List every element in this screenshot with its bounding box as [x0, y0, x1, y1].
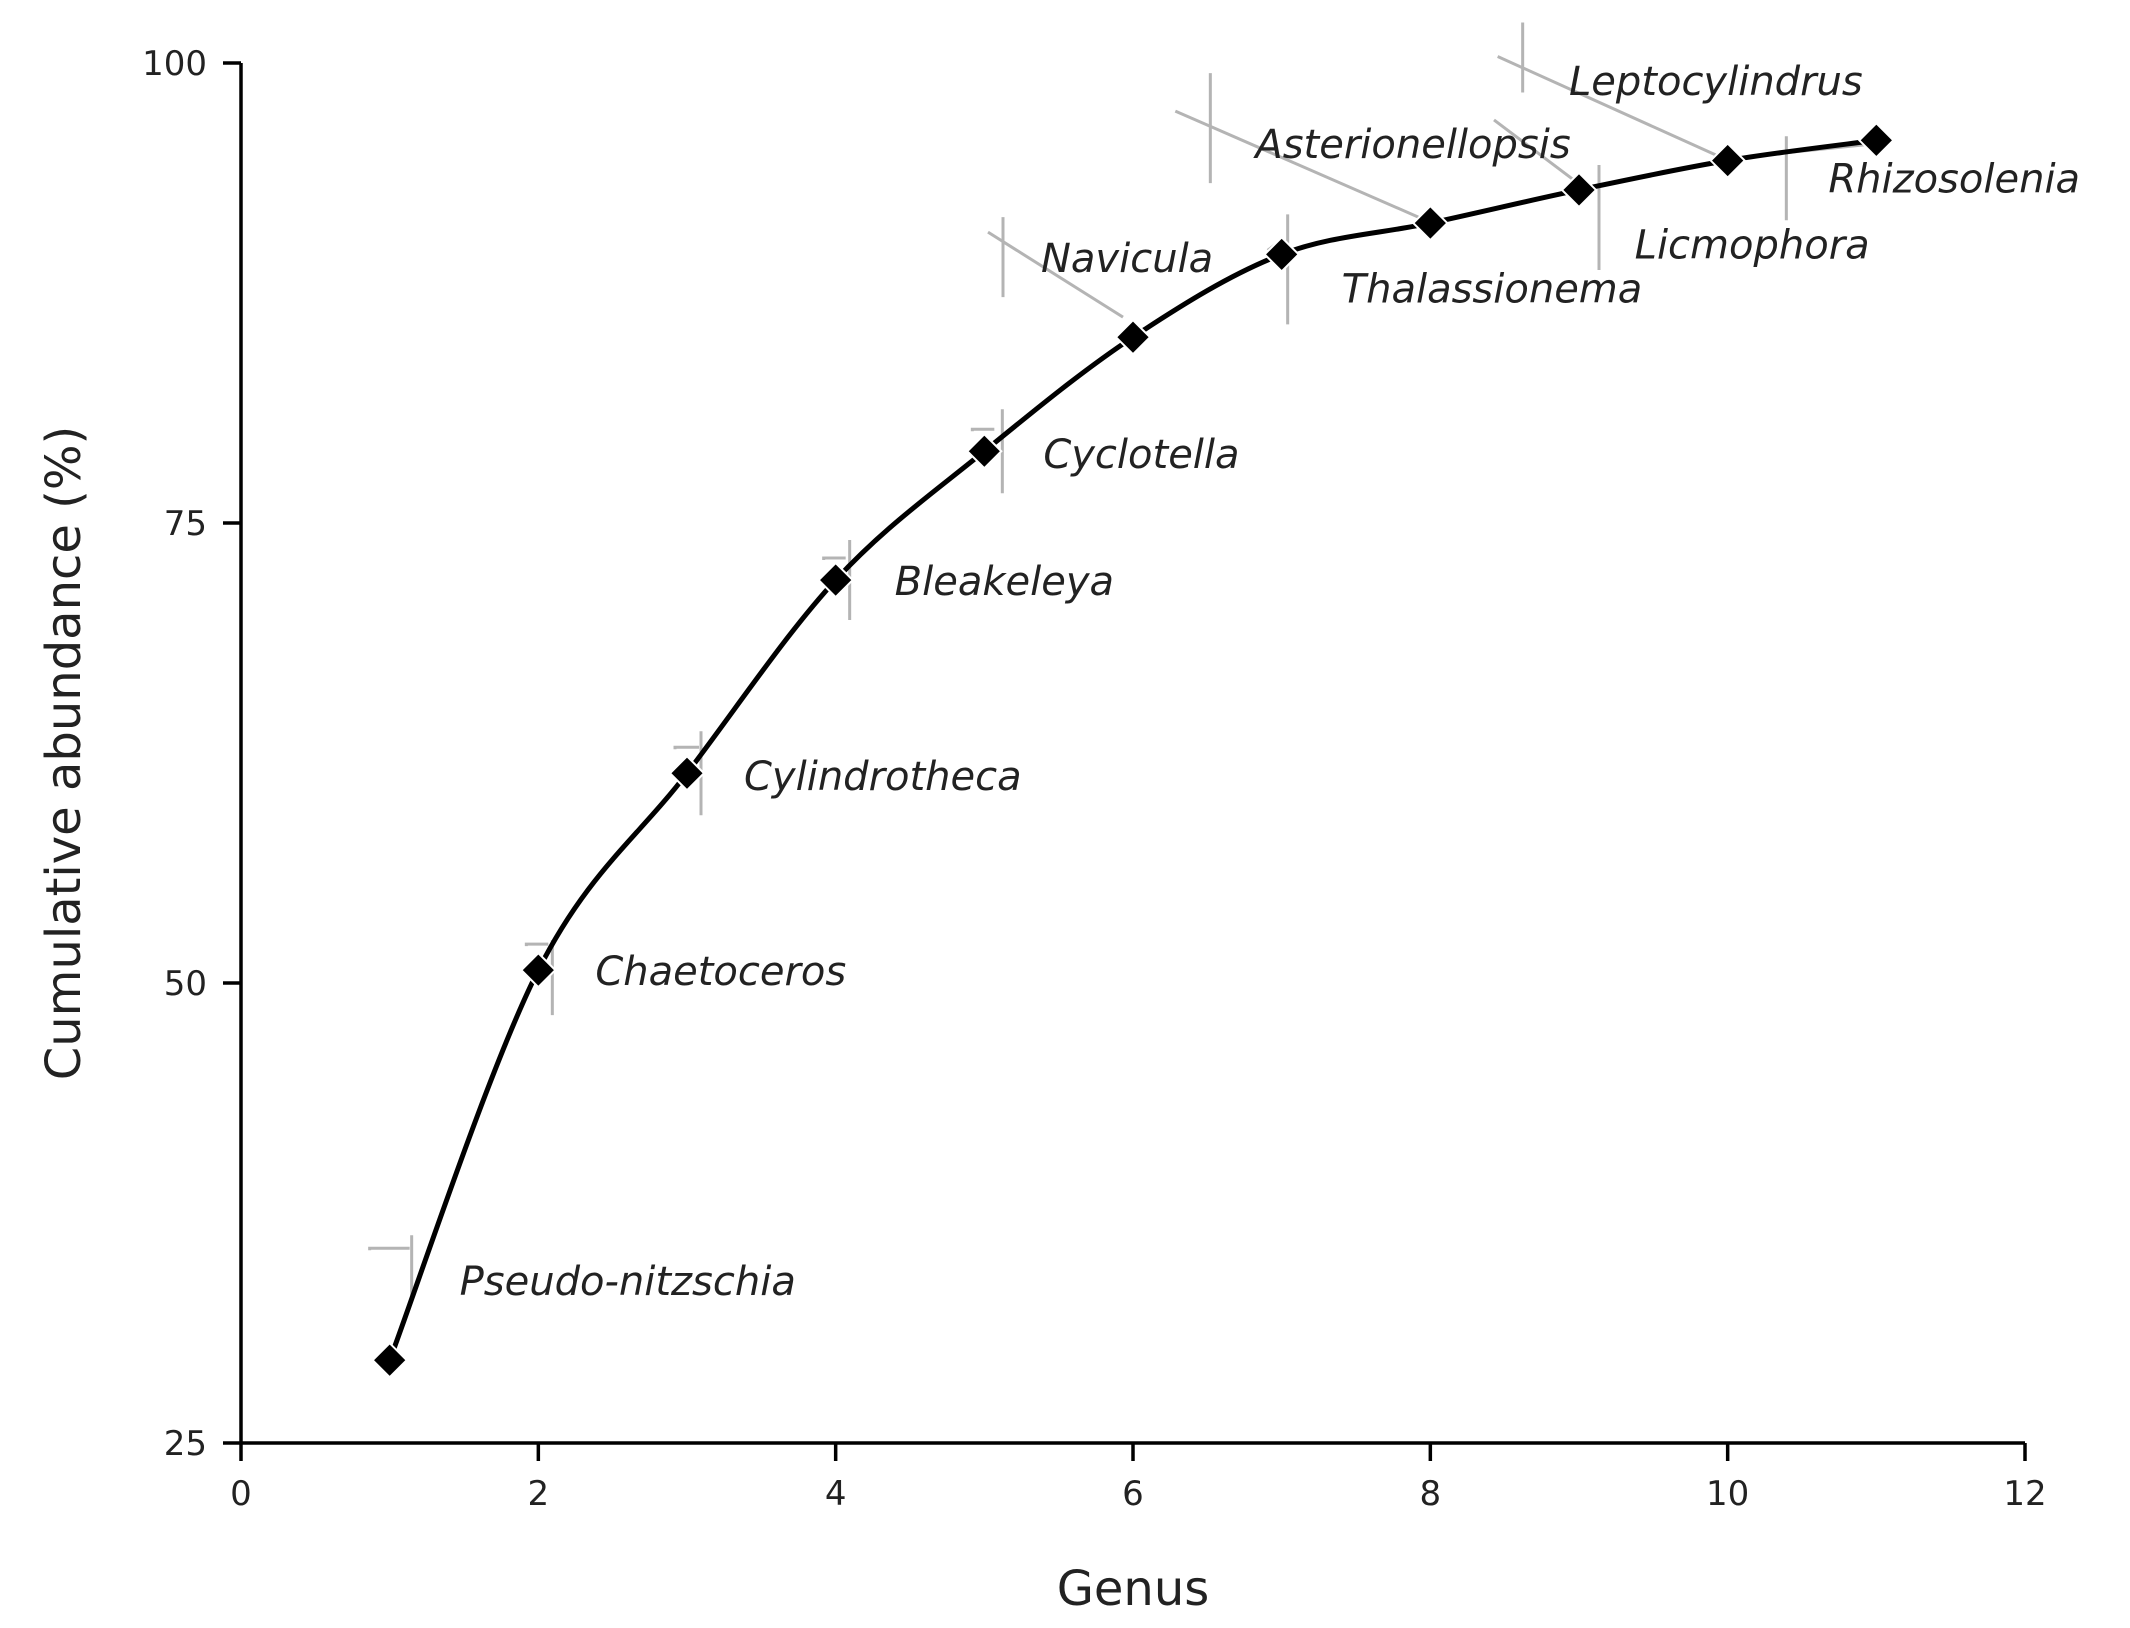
genus-label: Rhizosolenia: [1828, 156, 2080, 202]
y-axis-title: Cumulative abundance (%): [36, 426, 92, 1081]
data-point-marker: [1114, 318, 1152, 356]
data-point-marker: [1560, 171, 1598, 209]
genus-label: Chaetoceros: [595, 949, 846, 995]
genus-label: Leptocylindrus: [1569, 59, 1863, 105]
y-tick-label: 75: [164, 504, 207, 544]
data-point-marker: [817, 561, 855, 599]
data-point-marker: [371, 1341, 409, 1379]
data-point-marker: [965, 432, 1003, 470]
x-tick-label: 2: [528, 1474, 550, 1514]
y-tick-label: 100: [142, 44, 207, 84]
leader-line: [970, 427, 995, 432]
genus-label: Thalassionema: [1342, 266, 1643, 312]
data-point-marker: [1709, 142, 1747, 179]
x-tick-label: 0: [230, 1474, 252, 1514]
genus-label: Navicula: [1041, 236, 1213, 282]
leader-line: [673, 745, 699, 750]
leader-line: [1497, 55, 1725, 160]
leader-line: [1174, 109, 1419, 219]
x-tick-label: 6: [1122, 1474, 1144, 1514]
x-tick-label: 12: [2003, 1474, 2046, 1514]
data-point-marker: [1411, 204, 1449, 242]
leader-line: [368, 1246, 410, 1251]
genus-label: Cyclotella: [1043, 432, 1239, 478]
x-tick-label: 8: [1420, 1474, 1442, 1514]
genus-label: Cylindrotheca: [744, 754, 1022, 800]
data-point-marker: [668, 754, 706, 792]
data-point-marker: [1263, 235, 1301, 273]
leader-line: [1493, 118, 1580, 186]
y-tick-label: 50: [164, 964, 207, 1004]
leader-line: [987, 230, 1124, 319]
x-tick-label: 10: [1706, 1474, 1749, 1514]
genus-label: Pseudo-nitzschia: [460, 1259, 796, 1305]
label-leader-lines: [368, 22, 1871, 1301]
leader-line: [524, 942, 549, 947]
genus-labels: Pseudo-nitzschia Chaetoceros Cylindrotheca…: [460, 59, 2080, 1305]
x-axis-title: Genus: [1057, 1561, 1210, 1617]
data-point-marker: [1857, 121, 1895, 159]
y-tick-label: 25: [164, 1424, 207, 1464]
data-point-marker: [519, 951, 557, 989]
leader-line: [822, 556, 846, 561]
axes: 0 2 4 6 8 10 12 25 50 75 100: [142, 44, 2047, 1514]
genus-label: Bleakeleya: [895, 559, 1114, 605]
genus-label: Licmophora: [1635, 223, 1870, 269]
data-markers: [371, 121, 1895, 1379]
genus-label: Asterionellopsis: [1252, 122, 1570, 168]
x-tick-label: 4: [825, 1474, 847, 1514]
